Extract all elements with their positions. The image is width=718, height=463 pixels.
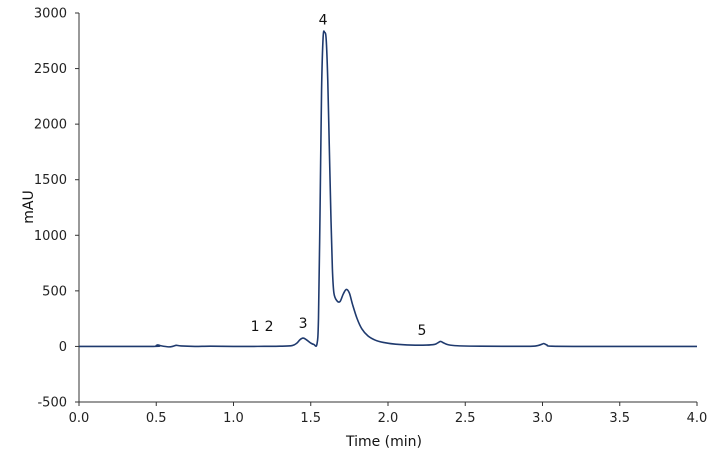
peak-label-2: 2 xyxy=(265,319,274,335)
x-axis-title: Time (min) xyxy=(345,434,422,450)
y-tick-label: 1500 xyxy=(34,173,67,188)
y-tick-label: 3000 xyxy=(34,7,67,22)
peak-label-3: 3 xyxy=(299,316,308,332)
peak-label-4: 4 xyxy=(319,13,328,29)
y-tick-label: 2500 xyxy=(34,62,67,77)
x-tick-label: 2.5 xyxy=(455,411,476,426)
x-tick-label: 3.0 xyxy=(532,411,553,426)
y-tick-label: 500 xyxy=(42,284,67,299)
x-tick-label: 1.0 xyxy=(223,411,244,426)
y-tick-label: 0 xyxy=(59,340,67,355)
x-tick-label: 0.5 xyxy=(146,411,167,426)
peak-label-5: 5 xyxy=(418,323,427,339)
x-tick-label: 3.5 xyxy=(609,411,630,426)
peak-labels: 1 2 3 4 5 xyxy=(251,13,427,339)
x-tick-label: 0.0 xyxy=(69,411,90,426)
y-tick-label: -500 xyxy=(37,396,67,411)
chromatogram-trace xyxy=(78,30,697,348)
y-axis-ticks: -500 0 500 1000 1500 2000 2500 3000 xyxy=(34,7,79,411)
y-tick-label: 2000 xyxy=(34,118,67,133)
y-tick-label: 1000 xyxy=(34,229,67,244)
y-axis-title: mAU xyxy=(21,190,37,223)
x-tick-label: 2.0 xyxy=(378,411,399,426)
x-tick-label: 4.0 xyxy=(687,411,708,426)
x-tick-label: 1.5 xyxy=(300,411,321,426)
x-axis-ticks: 0.0 0.5 1.0 1.5 2.0 2.5 3.0 3.5 4.0 xyxy=(69,402,708,426)
peak-label-1: 1 xyxy=(251,319,260,335)
